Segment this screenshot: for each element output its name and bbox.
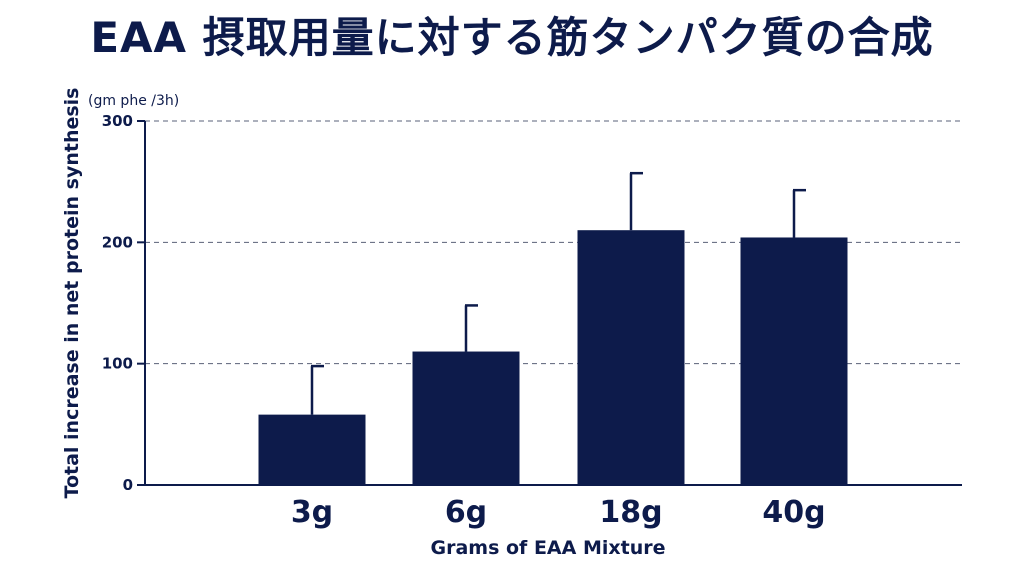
y-axis-unit: (gm phe /3h)	[88, 93, 179, 109]
y-tick-label: 200	[102, 233, 133, 251]
y-tick-label: 0	[123, 476, 133, 494]
y-axis-label: Total increase in net protein synthesis	[61, 88, 83, 499]
x-category-label: 40g	[762, 495, 825, 530]
gridlines	[145, 120, 962, 365]
y-tick-label: 300	[102, 112, 133, 130]
bar	[577, 230, 685, 485]
chart-title: EAA 摂取用量に対する筋タンパク質の合成	[90, 13, 934, 62]
x-categories: 3g 6g 18g 40g	[291, 495, 826, 530]
x-category-label: 3g	[291, 495, 333, 530]
axes	[144, 121, 962, 486]
x-axis-label: Grams of EAA Mixture	[431, 537, 666, 559]
bar	[412, 351, 520, 485]
bar	[740, 237, 848, 485]
bar	[258, 414, 366, 485]
y-tick-label: 100	[102, 355, 133, 373]
y-ticks: 0 100 200 300	[102, 112, 145, 494]
x-category-label: 18g	[599, 495, 662, 530]
x-category-label: 6g	[445, 495, 487, 530]
bars	[258, 171, 848, 485]
